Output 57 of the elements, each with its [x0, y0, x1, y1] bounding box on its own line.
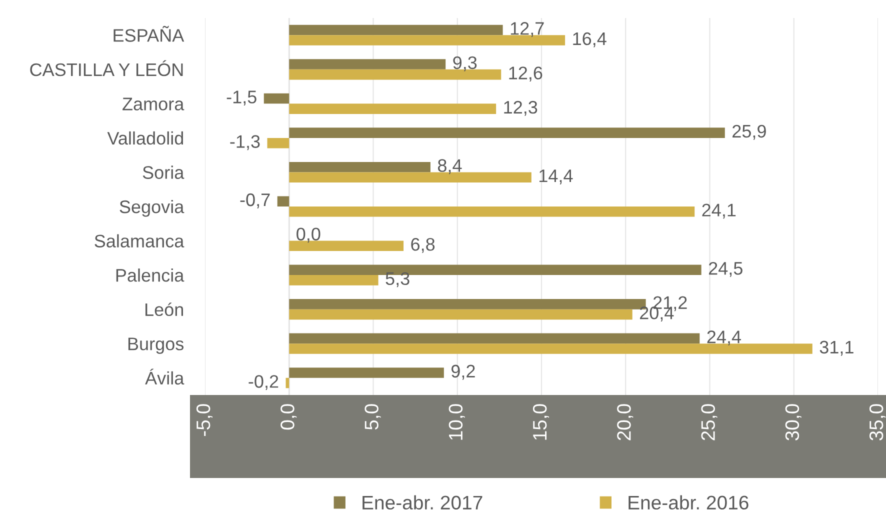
bar [289, 206, 695, 217]
bar [289, 128, 725, 138]
data-label: 8,4 [438, 159, 462, 174]
x-tick-label: 35,0 [869, 404, 886, 440]
data-label: 25,9 [732, 124, 766, 140]
data-label: -0,2 [248, 375, 278, 390]
data-label: 0,0 [296, 228, 320, 243]
bar [267, 138, 290, 148]
data-label: 6,8 [411, 238, 435, 253]
y-tick-label: Salamanca [94, 234, 184, 248]
data-label: -1,5 [226, 90, 256, 106]
data-label: 12,3 [504, 100, 538, 116]
x-tick-label: 30,0 [785, 404, 802, 440]
y-tick-label: Segovia [120, 200, 184, 217]
y-tick-label: León [145, 302, 183, 316]
y-tick-label: Soria [142, 166, 184, 179]
data-label: 5,3 [386, 272, 410, 288]
y-tick-label: Palencia [116, 268, 184, 282]
legend-label: Ene-abr. 2016 [628, 495, 748, 510]
bar [264, 93, 290, 104]
data-label: 9,2 [451, 364, 475, 380]
bar [289, 162, 430, 172]
bar [289, 368, 444, 378]
data-label: 9,3 [453, 56, 477, 72]
legend-label: Ene-abr. 2017 [362, 495, 482, 510]
bar [289, 104, 496, 114]
y-tick-label: Zamora [122, 98, 184, 110]
data-label: 24,4 [707, 330, 741, 346]
data-label: 24,1 [702, 204, 736, 219]
data-label: 12,6 [509, 66, 542, 82]
x-tick-label: 5,0 [364, 404, 381, 430]
data-label: -1,3 [230, 135, 260, 150]
data-label: 12,7 [510, 22, 544, 37]
y-tick-label: Burgos [128, 338, 184, 354]
y-tick-label: ESPAÑA [114, 26, 184, 42]
x-tick-label: 25,0 [701, 404, 718, 440]
bar [289, 309, 632, 320]
bar [289, 59, 446, 70]
y-tick-label: CASTILLA Y LEÓN [30, 60, 183, 76]
y-tick-label: Valladolid [107, 131, 184, 145]
bar [289, 333, 700, 344]
x-tick-label: 15,0 [532, 404, 550, 440]
bar [289, 35, 566, 46]
bar [277, 196, 290, 206]
data-label: 31,1 [820, 340, 854, 356]
x-tick-label: -5,0 [196, 404, 213, 436]
x-tick-label: 10,0 [448, 404, 465, 440]
data-label: 24,5 [708, 262, 742, 277]
bar [289, 275, 378, 286]
x-tick-label: 0,0 [280, 404, 297, 430]
data-label: 14,4 [540, 170, 573, 184]
data-label: 16,4 [573, 32, 606, 48]
data-label: -0,7 [240, 193, 270, 208]
x-tick-label: 20,0 [617, 404, 634, 440]
y-tick-label: Ávila [145, 368, 184, 385]
bar [289, 344, 812, 354]
bar [289, 24, 503, 36]
